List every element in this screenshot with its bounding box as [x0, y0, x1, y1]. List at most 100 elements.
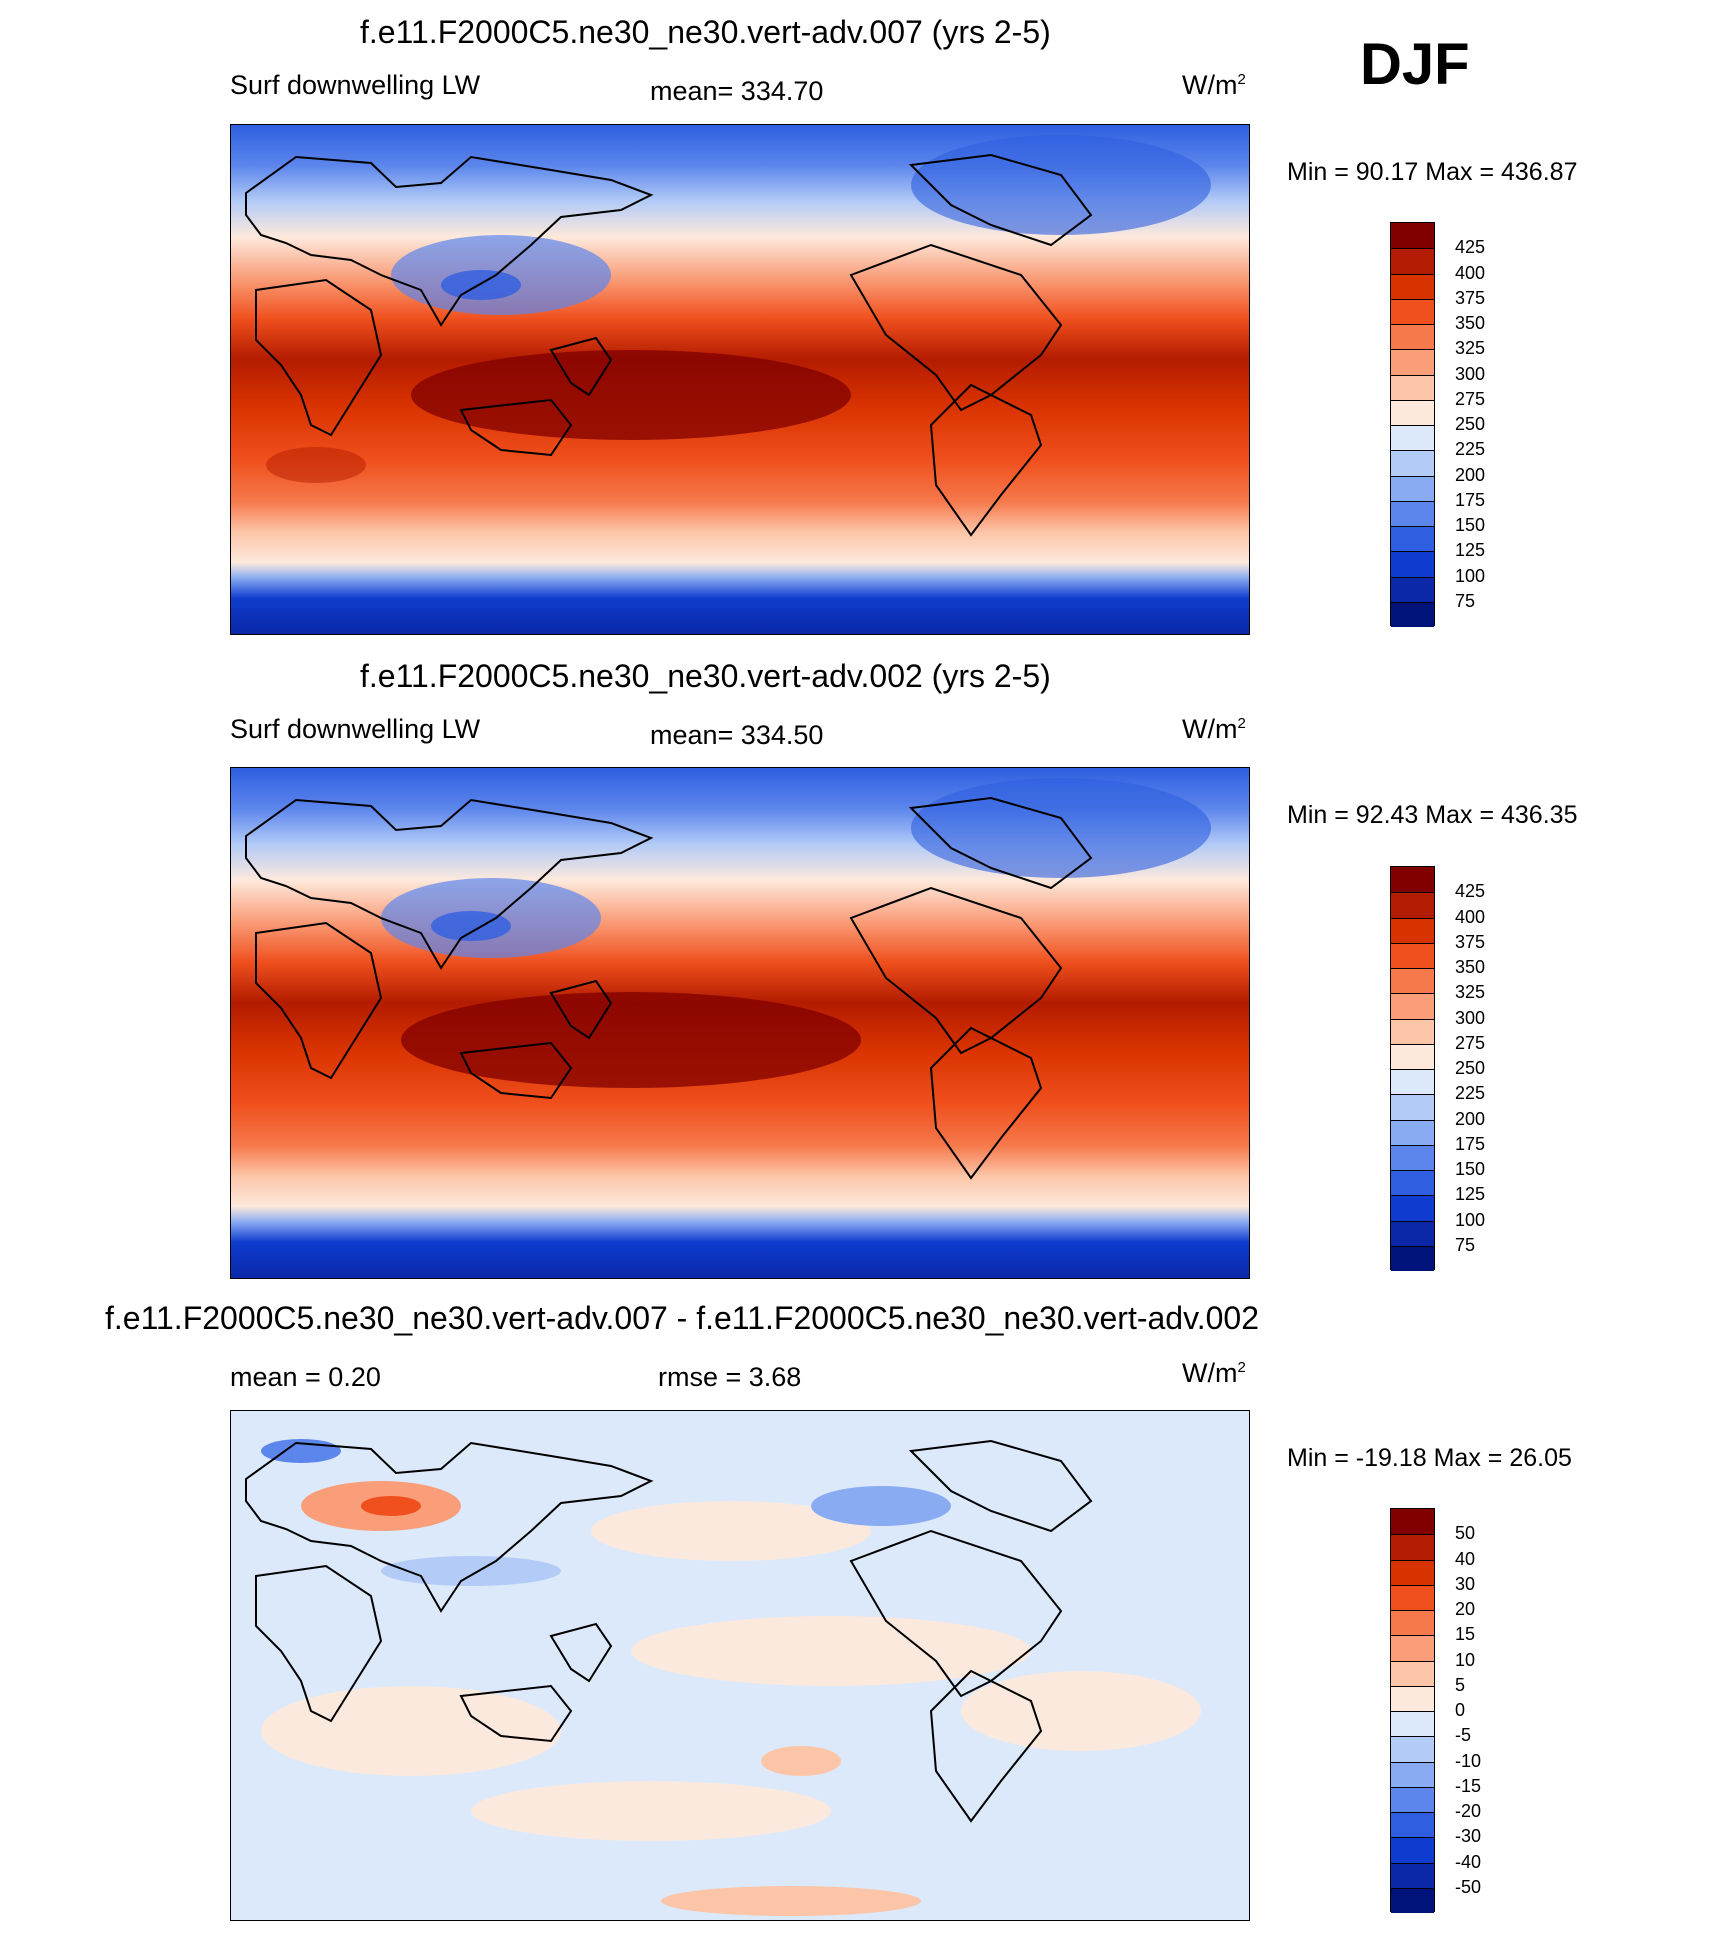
panel2-colorbar-segment	[1391, 942, 1434, 968]
panel3-colorbar-tick-label: 20	[1455, 1599, 1476, 1619]
panel1-colorbar-segment	[1391, 576, 1434, 602]
panel3-colorbar-segment	[1391, 1887, 1434, 1913]
panel3-units-base: W/m	[1182, 1358, 1238, 1388]
panel1-colorbar-tick-label: 425	[1455, 237, 1486, 258]
panel2-colorbar-segment	[1391, 1245, 1434, 1271]
panel2-colorbar-tick-label: 275	[1455, 1032, 1486, 1053]
panel3-colorbar-tick-label: 30	[1455, 1573, 1476, 1594]
panel2-colorbar-segment	[1391, 1018, 1434, 1044]
panel1-colorbar-tick-label: 100	[1455, 565, 1486, 586]
panel2-colorbar-segment	[1391, 1220, 1434, 1246]
panel2-colorbar-segment	[1391, 917, 1434, 943]
panel3-colorbar-segment	[1391, 1812, 1434, 1838]
panel2-colorbar-tick-label: 325	[1455, 982, 1486, 1003]
season-label: DJF	[1360, 32, 1470, 97]
panel1-colorbar-tick-label: 250	[1455, 414, 1486, 434]
panel3-map	[230, 1410, 1250, 1921]
panel1-colorbar-tick-label: 325	[1455, 338, 1486, 359]
panel3-colorbar-segment	[1391, 1711, 1434, 1737]
panel2-map	[230, 767, 1250, 1279]
panel3-colorbar-tick-label: -5	[1455, 1725, 1472, 1746]
panel1-colorbar-segment	[1391, 223, 1434, 249]
panel2-colorbar-segment	[1391, 968, 1434, 994]
panel1-colorbar-tick-label: 175	[1455, 489, 1486, 510]
panel2-colorbar-segment	[1391, 1170, 1434, 1196]
panel1-colorbar-segment	[1391, 324, 1434, 350]
panel2-units-base: W/m	[1182, 714, 1238, 744]
panel3-colorbar-tick-label: -40	[1455, 1851, 1482, 1872]
panel1-colorbar-segment	[1391, 475, 1434, 501]
panel3-colorbar-tick-label: 0	[1455, 1700, 1466, 1720]
panel2-colorbar-tick-label: 100	[1455, 1209, 1486, 1230]
panel2-colorbar	[1390, 866, 1435, 1271]
panel1-colorbar-tick-label: 75	[1455, 590, 1476, 611]
panel3-colorbar-tick-label: 50	[1455, 1523, 1476, 1544]
panel1-colorbar-tick-label: 300	[1455, 363, 1486, 384]
panel1-colorbar-segment	[1391, 450, 1434, 476]
panel3-mean-label: mean = 0.20	[230, 1362, 381, 1392]
panel3-colorbar-tick-label: -10	[1455, 1750, 1482, 1771]
panel1-colorbar-segment	[1391, 601, 1434, 627]
panel2-colorbar-tick-label: 225	[1455, 1083, 1486, 1104]
panel2-colorbar-segment	[1391, 1043, 1434, 1069]
panel1-colorbar-tick-label: 400	[1455, 262, 1486, 283]
panel2-colorbar-segment	[1391, 1069, 1434, 1095]
panel3-colorbar-tick-label: -20	[1455, 1801, 1482, 1821]
panel1-min-max: Min = 90.17 Max = 436.87	[1287, 158, 1578, 186]
panel3-colorbar-segment	[1391, 1837, 1434, 1863]
panel2-min-max: Min = 92.43 Max = 436.35	[1287, 801, 1578, 829]
panel3-colorbar	[1390, 1508, 1435, 1913]
panel3-colorbar-tick-label: 10	[1455, 1649, 1476, 1670]
panel3-colorbar-segment	[1391, 1635, 1434, 1661]
panel3-colorbar-segment	[1391, 1786, 1434, 1812]
panel3-units-exp: 2	[1237, 1359, 1246, 1376]
panel1-colorbar-segment	[1391, 298, 1434, 324]
panel2-colorbar-segment	[1391, 1195, 1434, 1221]
panel2-colorbar-tick-label: 150	[1455, 1159, 1486, 1179]
panel3-colorbar-segment	[1391, 1660, 1434, 1686]
panel1-colorbar-tick-label: 375	[1455, 287, 1486, 308]
panel3-colorbar-segment	[1391, 1610, 1434, 1636]
panel2-colorbar-segment	[1391, 892, 1434, 918]
panel3-colorbar-tick-label: 15	[1455, 1624, 1476, 1645]
panel1-colorbar-segment	[1391, 273, 1434, 299]
panel1-colorbar-tick-label: 150	[1455, 515, 1486, 535]
panel1-colorbar-tick-label: 225	[1455, 439, 1486, 460]
panel3-colorbar-tick-label: 5	[1455, 1674, 1466, 1695]
panel3-colorbar-segment	[1391, 1559, 1434, 1585]
panel2-colorbar-segment	[1391, 1094, 1434, 1120]
panel2-colorbar-tick-label: 375	[1455, 931, 1486, 952]
panel2-mean-label: mean= 334.50	[650, 720, 824, 750]
panel3-colorbar-segment	[1391, 1685, 1434, 1711]
panel2-colorbar-segment	[1391, 867, 1434, 893]
panel2-colorbar-tick-label: 250	[1455, 1058, 1486, 1078]
panel1-colorbar-tick-label: 350	[1455, 313, 1486, 333]
panel3-title: f.e11.F2000C5.ne30_ne30.vert-adv.007 - f…	[105, 1300, 1259, 1336]
panel3-colorbar-segment	[1391, 1736, 1434, 1762]
panel1-colorbar-segment	[1391, 399, 1434, 425]
panel2-colorbar-tick-label: 425	[1455, 881, 1486, 902]
panel2-colorbar-segment	[1391, 1144, 1434, 1170]
panel1-colorbar-segment	[1391, 500, 1434, 526]
panel2-colorbar-tick-label: 75	[1455, 1234, 1476, 1255]
panel1-units: W/m2	[1182, 72, 1246, 99]
panel2-colorbar-tick-label: 300	[1455, 1007, 1486, 1028]
panel1-mean-label: mean= 334.70	[650, 76, 824, 106]
panel1-colorbar-segment	[1391, 349, 1434, 375]
panel2-title: f.e11.F2000C5.ne30_ne30.vert-adv.002 (yr…	[360, 658, 1051, 694]
panel3-map-field	[231, 1411, 1249, 1920]
panel2-colorbar-tick-label: 200	[1455, 1108, 1486, 1129]
panel2-colorbar-segment	[1391, 993, 1434, 1019]
panel1-colorbar-segment	[1391, 425, 1434, 451]
panel2-map-field	[231, 768, 1249, 1278]
panel3-colorbar-segment	[1391, 1534, 1434, 1560]
panel2-colorbar-tick-label: 350	[1455, 957, 1486, 977]
panel3-colorbar-tick-label: 40	[1455, 1548, 1476, 1569]
panel2-variable-label: Surf downwelling LW	[230, 714, 481, 744]
panel1-colorbar-segment	[1391, 374, 1434, 400]
panel3-colorbar-tick-label: -50	[1455, 1876, 1482, 1897]
panel1-colorbar-tick-label: 125	[1455, 540, 1486, 561]
panel2-units: W/m2	[1182, 716, 1246, 743]
panel3-colorbar-tick-label: -15	[1455, 1775, 1482, 1796]
panel3-units: W/m2	[1182, 1360, 1246, 1387]
